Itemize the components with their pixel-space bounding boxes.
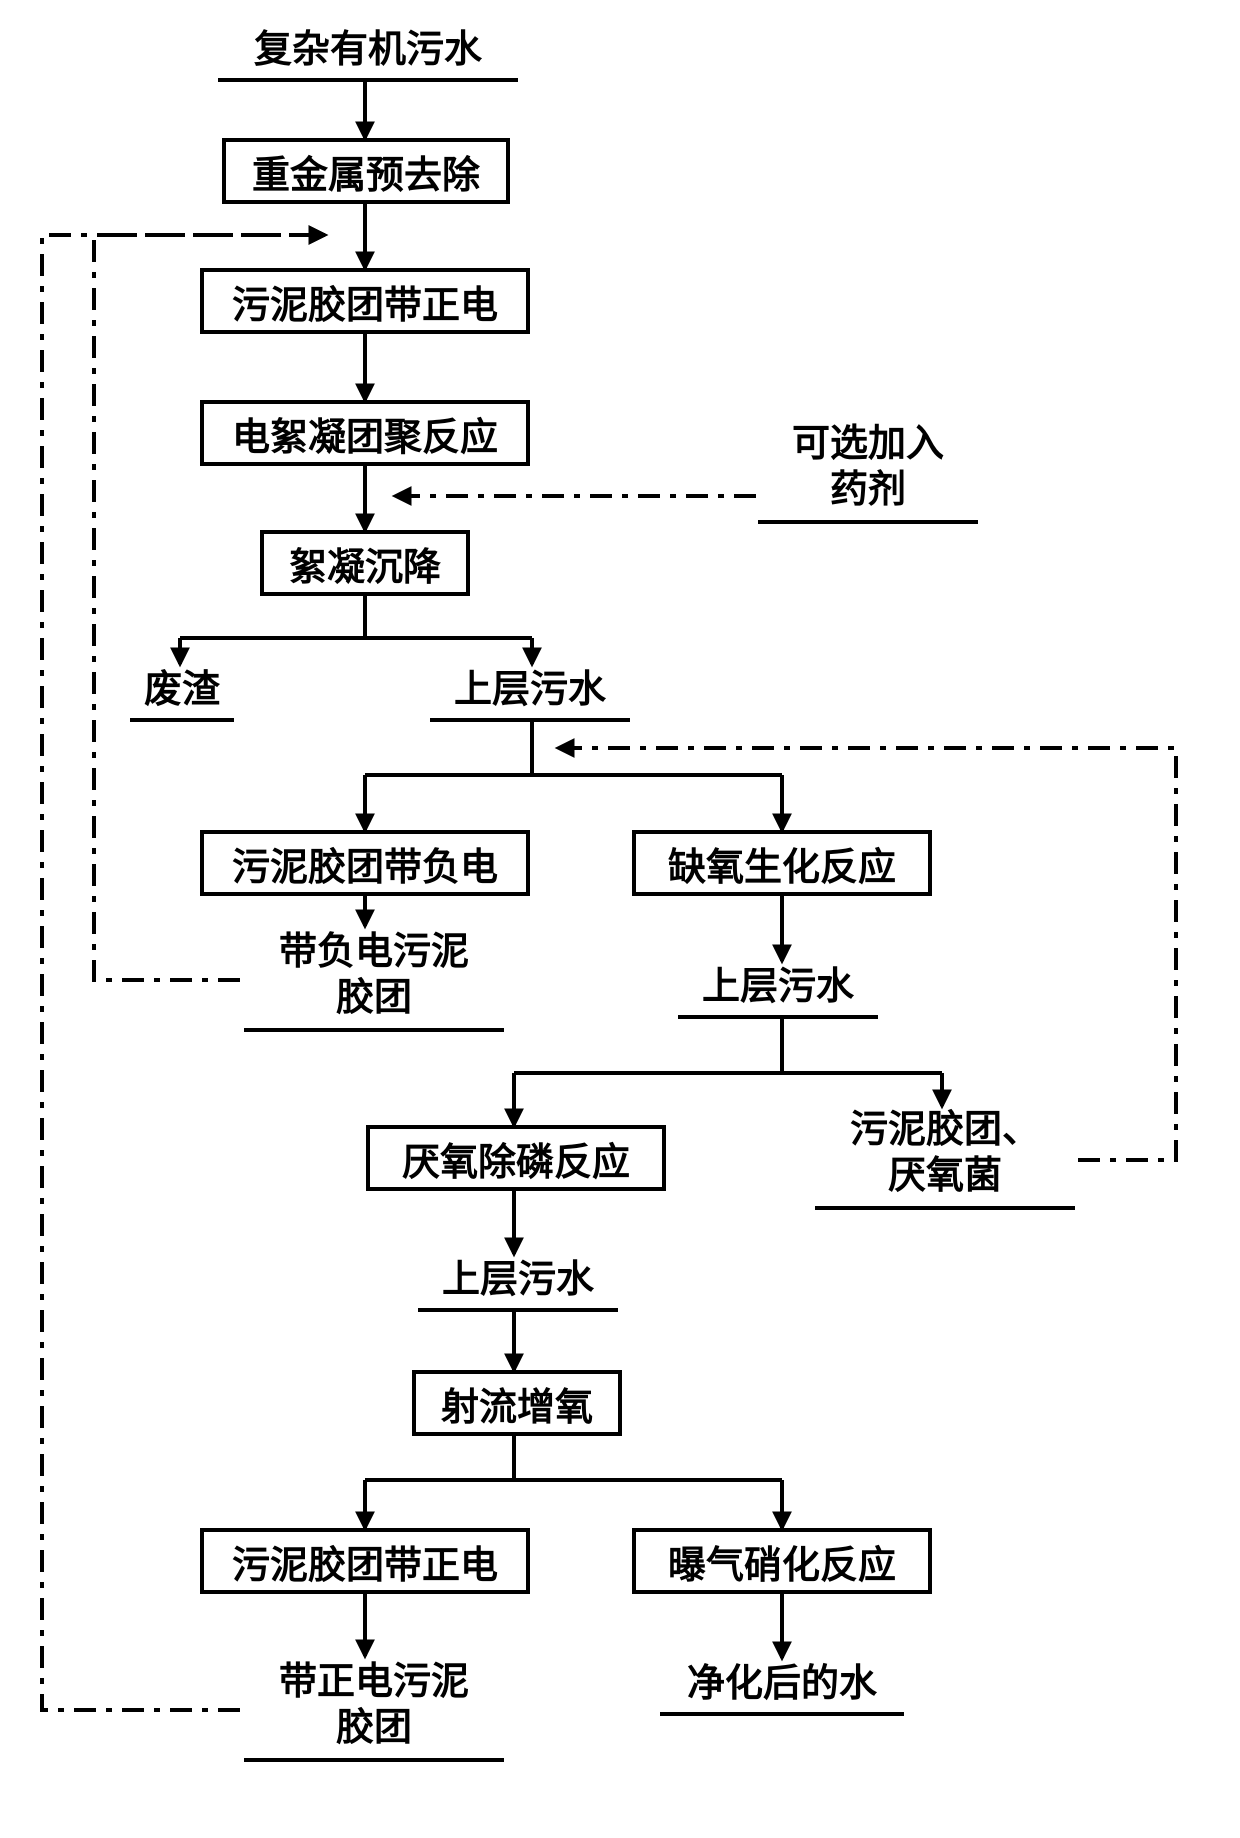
- edge-solid: [365, 720, 782, 775]
- node-n_upper1: 上层污水: [430, 668, 630, 714]
- edge-dashed: [558, 748, 1176, 1160]
- node-n_nitr: 曝气硝化反应: [632, 1528, 932, 1594]
- flowchart-canvas: 复杂有机污水重金属预去除污泥胶团带正电电絮凝团聚反应絮凝沉降可选加入药剂废渣上层…: [0, 0, 1240, 1838]
- node-n_negfloc: 带负电污泥胶团: [244, 930, 504, 1021]
- node-n_waste: 废渣: [130, 668, 234, 714]
- node-n_metal: 重金属预去除: [222, 138, 510, 204]
- edge-solid: [180, 596, 532, 638]
- node-n_pos2: 污泥胶团带正电: [200, 1528, 530, 1594]
- node-n_pos1: 污泥胶团带正电: [200, 268, 530, 334]
- node-n_posfloc: 带正电污泥胶团: [244, 1660, 504, 1751]
- node-n_upper3: 上层污水: [418, 1258, 618, 1304]
- node-n_eflocc: 电絮凝团聚反应: [200, 400, 530, 466]
- node-n_anox: 缺氧生化反应: [632, 830, 932, 896]
- node-n_floccs: 絮凝沉降: [260, 530, 470, 596]
- node-n_neg: 污泥胶团带负电: [200, 830, 530, 896]
- node-n_optchem: 可选加入药剂: [758, 422, 978, 513]
- node-n_clean: 净化后的水: [660, 1662, 904, 1708]
- edge-solid: [514, 1017, 942, 1073]
- node-n_jet: 射流增氧: [412, 1370, 622, 1436]
- edge-solid: [365, 1436, 782, 1480]
- node-n_anaerp: 厌氧除磷反应: [366, 1125, 666, 1191]
- node-n_sludgeanox: 污泥胶团、厌氧菌: [815, 1108, 1075, 1199]
- node-n_upper2: 上层污水: [678, 965, 878, 1011]
- node-n_input: 复杂有机污水: [218, 28, 518, 74]
